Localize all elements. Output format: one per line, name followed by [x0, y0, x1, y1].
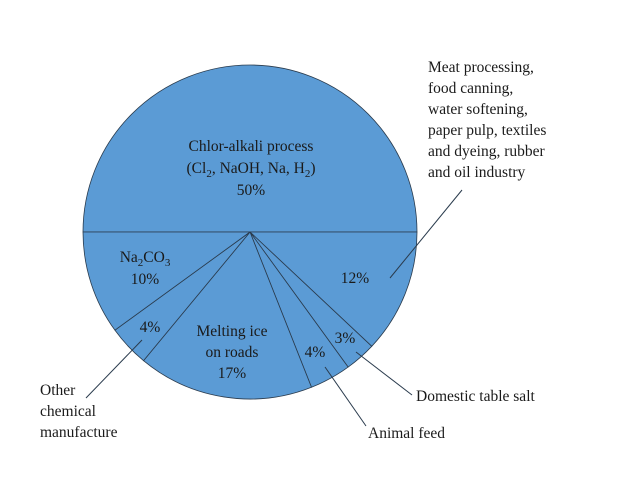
slice-label-chlor-alkali-percent: 50%: [237, 182, 266, 199]
callout-industry-line5: and dyeing, rubber: [428, 143, 545, 160]
callout-industry-line6: and oil industry: [428, 164, 526, 181]
slice-label-melting-ice-line2: on roads: [206, 344, 259, 361]
callout-industry-line1: Meat processing,: [428, 59, 534, 76]
slice-label-chlor-alkali: Chlor-alkali process: [189, 138, 314, 155]
slice-label-other-chemical-percent: 4%: [140, 319, 161, 336]
callout-other-chemical-line3: manufacture: [40, 424, 118, 441]
leader-table-salt: [355, 351, 413, 396]
slice-label-melting-ice: Melting ice: [196, 323, 267, 340]
callout-industry-line3: water softening,: [428, 101, 528, 118]
callout-other-chemical-line1: Other: [40, 382, 76, 399]
leader-industry: [389, 189, 463, 279]
callout-industry-line2: food canning,: [428, 80, 513, 97]
pie-slice-5: [143, 231, 312, 400]
callout-animal-feed: Animal feed: [368, 425, 445, 442]
pie-slice-1: [82, 64, 418, 233]
slice-label-na2co3: Na2CO3: [120, 249, 171, 269]
leader-lines: [85, 189, 463, 427]
callout-industry-line4: paper pulp, textiles: [428, 122, 546, 139]
callout-table-salt: Domestic table salt: [416, 388, 535, 405]
slice-label-animal-feed-percent: 4%: [305, 344, 326, 361]
pie-slice-7: [82, 231, 251, 331]
slice-label-chlor-alkali-formula: (Cl2, NaOH, Na, H2): [187, 160, 316, 180]
slice-label-melting-ice-percent: 17%: [218, 365, 247, 382]
slice-label-table-salt-percent: 3%: [335, 330, 356, 347]
slice-label-na2co3-percent: 10%: [131, 271, 160, 288]
pie-slice-2: [249, 231, 418, 347]
pie-slices: [82, 64, 418, 400]
leader-other-chemical: [85, 339, 143, 399]
callout-other-chemical-line2: chemical: [40, 403, 96, 420]
slice-label-industry-percent: 12%: [341, 270, 370, 287]
leader-animal-feed: [324, 366, 367, 427]
